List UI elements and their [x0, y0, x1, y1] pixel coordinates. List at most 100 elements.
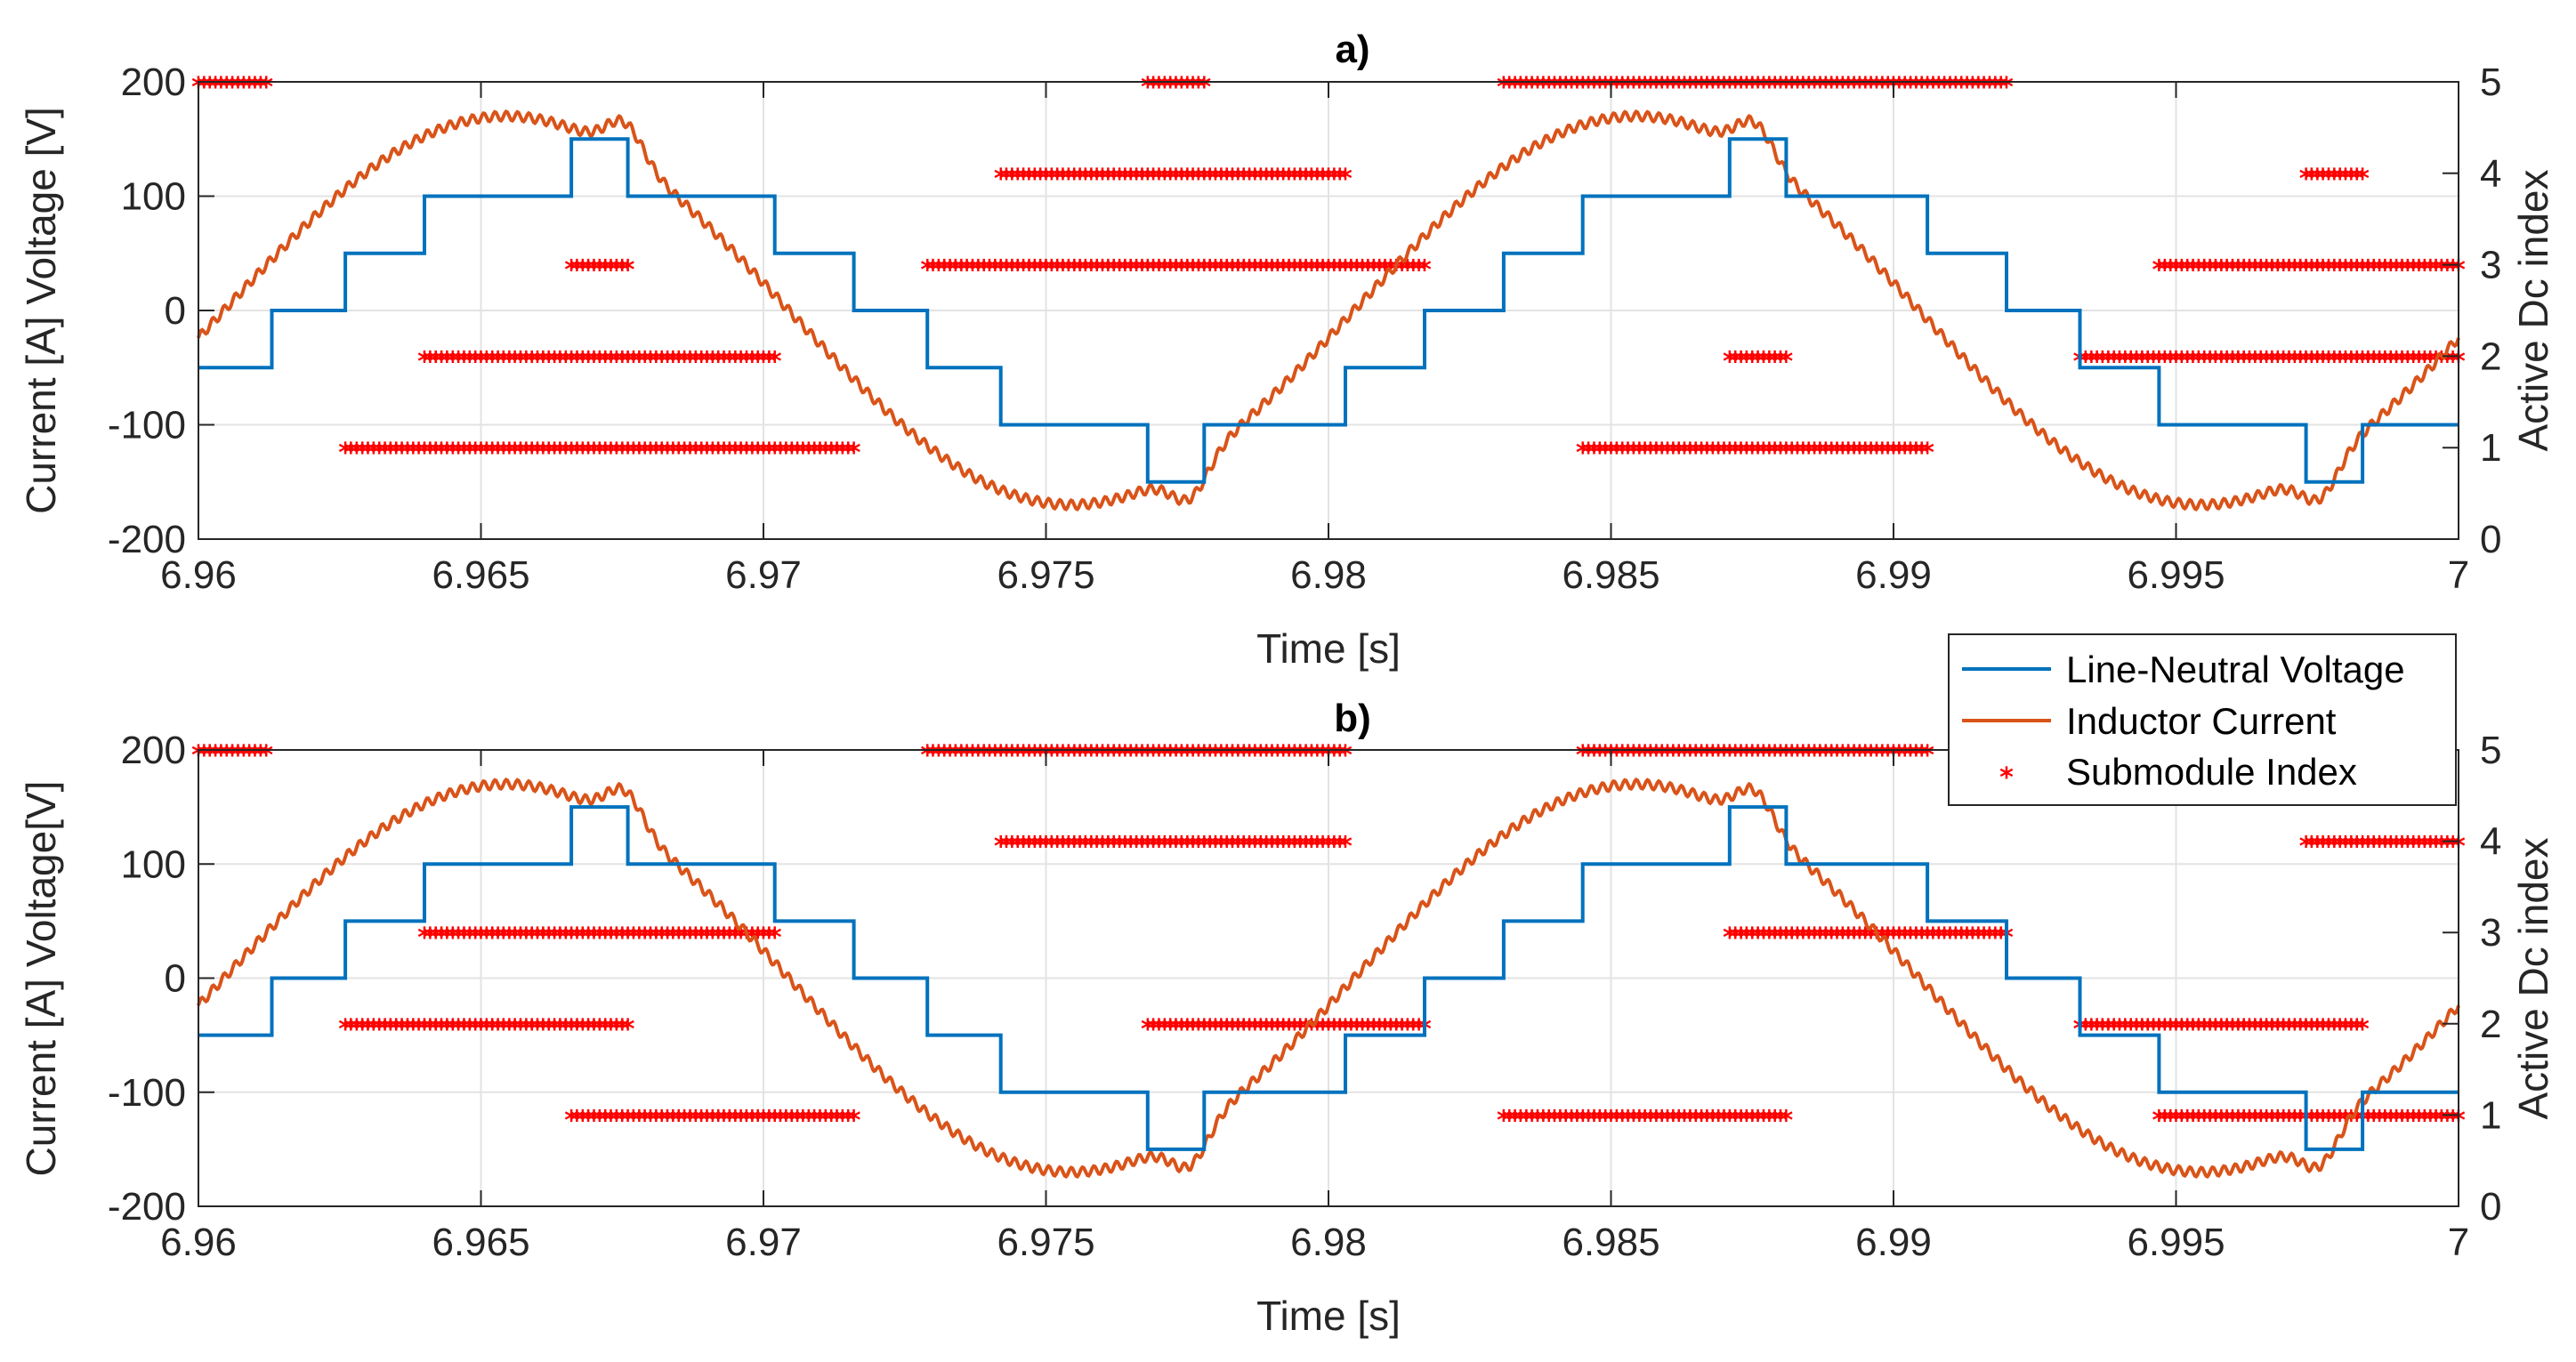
panel-b-index-marker: * — [1910, 923, 1924, 954]
panel-a-index-marker: * — [2209, 346, 2223, 377]
panel-b-index-marker: * — [1406, 1014, 1420, 1045]
panel-b-index-marker: * — [1333, 832, 1347, 863]
panel-b-index-marker: * — [604, 1105, 618, 1136]
panel-b-index-marker: * — [417, 1014, 432, 1045]
panel-b-index-marker: * — [1615, 740, 1629, 771]
panel-b-index-marker: * — [1903, 740, 1918, 771]
panel-a-index-marker: * — [1728, 438, 1742, 469]
panel-a-index-marker: * — [1740, 438, 1754, 469]
panel-b-index-marker: * — [542, 1014, 556, 1045]
panel-a-index-marker: * — [2265, 346, 2280, 377]
panel-b-index-marker: * — [1107, 740, 1121, 771]
panel-b-index-marker: * — [1141, 740, 1155, 771]
panel-a-index-marker: * — [943, 255, 957, 286]
panel-b-index-marker: * — [1259, 1014, 1273, 1045]
panel-b-index-marker: * — [1237, 1014, 1251, 1045]
panel-a-index-marker: * — [367, 438, 381, 469]
panel-a-index-marker: * — [2169, 255, 2184, 286]
panel-a-index-marker: * — [1062, 164, 1076, 195]
panel-b-index-marker: * — [1790, 740, 1805, 771]
panel-b-index-marker: * — [1768, 923, 1782, 954]
panel-b-index-marker: * — [350, 1014, 364, 1045]
panel-b-index-marker: * — [655, 1105, 669, 1136]
panel-a-index-marker: * — [638, 346, 652, 377]
panel-b-index-marker: * — [2316, 1105, 2330, 1136]
panel-b-index-marker: * — [1830, 923, 1845, 954]
panel-b-index-marker: * — [1135, 832, 1150, 863]
panel-a-index-marker: * — [570, 255, 585, 286]
panel-b-index-marker: * — [1333, 740, 1347, 771]
panel-b-index-marker: * — [1910, 740, 1924, 771]
panel-a-index-marker: * — [2299, 346, 2314, 377]
panel-a-index-marker: * — [1186, 164, 1200, 195]
panel-a-index-marker: * — [2440, 255, 2454, 286]
panel-a-index-marker: * — [1525, 72, 1539, 103]
panel-a-index-marker: * — [2344, 164, 2358, 195]
panel-a-index-marker: * — [1141, 255, 1155, 286]
panel-a-index-marker: * — [1745, 346, 1759, 377]
panel-a-index-marker: * — [2327, 346, 2341, 377]
panel-a-index-marker: * — [1655, 438, 1669, 469]
panel-a-index-marker: * — [994, 255, 1008, 286]
panel-b-index-marker: * — [593, 1105, 607, 1136]
panel-a-index-marker: * — [1191, 255, 1206, 286]
panel-a-x-tick-label-8: 7 — [2448, 553, 2469, 597]
panel-a-index-marker: * — [2288, 255, 2302, 286]
panel-a-index-marker: * — [2384, 255, 2398, 286]
panel-a-index-marker: * — [926, 255, 941, 286]
panel-b-index-marker: * — [2316, 1014, 2330, 1045]
panel-a-index-marker: * — [587, 438, 602, 469]
panel-a-index-marker: * — [1146, 164, 1160, 195]
panel-b-y-tick-label-right-5: 5 — [2480, 729, 2501, 772]
panel-b-index-marker: * — [2231, 1014, 2245, 1045]
panel-b-index-marker: * — [395, 1014, 409, 1045]
panel-a-index-marker: * — [2197, 346, 2211, 377]
panel-b-index-marker: * — [384, 1014, 398, 1045]
panel-b-index-marker: * — [1982, 923, 1997, 954]
panel-a-index-marker: * — [988, 255, 1002, 286]
panel-a-index-marker: * — [2158, 255, 2172, 286]
panel-a-index-marker: * — [1988, 72, 2002, 103]
panel-a-index-marker: * — [2401, 255, 2415, 286]
panel-a-index-marker: * — [660, 438, 674, 469]
panel-b-index-marker: * — [971, 740, 985, 771]
panel-a-index-marker: * — [1067, 255, 1081, 286]
panel-b-index-marker: * — [926, 740, 941, 771]
panel-b-index-marker: * — [2180, 1014, 2194, 1045]
panel-a-index-marker: * — [1638, 72, 1652, 103]
panel-a-index-marker: * — [1180, 164, 1194, 195]
panel-a-index-marker: * — [610, 346, 624, 377]
panel-a-index-marker: * — [717, 438, 731, 469]
panel-b-index-marker: * — [2333, 832, 2347, 863]
panel-b-index-marker: * — [1706, 1105, 1720, 1136]
panel-a-index-marker: * — [813, 438, 828, 469]
panel-a-index-marker: * — [1853, 438, 1867, 469]
panel-a-index-marker: * — [2175, 255, 2189, 286]
panel-a-index-marker: * — [807, 438, 821, 469]
panel-a-index-marker: * — [2322, 346, 2336, 377]
panel-b-index-marker: * — [1615, 1105, 1629, 1136]
panel-b-index-marker: * — [2192, 1014, 2206, 1045]
panel-a-index-marker: * — [711, 346, 725, 377]
panel-b-index-marker: * — [1129, 832, 1143, 863]
panel-b-index-marker: * — [1898, 923, 1912, 954]
panel-a-index-marker: * — [1660, 438, 1675, 469]
panel-a-index-marker: * — [1129, 255, 1143, 286]
panel-a-index-marker: * — [2418, 346, 2432, 377]
panel-a-x-tick-label-6: 6.99 — [1855, 553, 1932, 597]
panel-a-index-marker: * — [553, 346, 568, 377]
panel-b-index-marker: * — [537, 923, 551, 954]
panel-a-index-marker: * — [2163, 346, 2177, 377]
panel-a-index-marker: * — [677, 346, 691, 377]
panel-b-index-marker: * — [1655, 1105, 1669, 1136]
panel-b-index-marker: * — [2344, 832, 2358, 863]
panel-b-index-marker: * — [1271, 1014, 1285, 1045]
panel-a-index-marker: * — [1554, 72, 1568, 103]
panel-b-index-marker: * — [943, 740, 957, 771]
panel-a-index-marker: * — [429, 346, 443, 377]
panel-b-index-marker: * — [2440, 1105, 2454, 1136]
panel-b-index-marker: * — [1728, 1105, 1742, 1136]
panel-a-index-marker: * — [2146, 346, 2160, 377]
panel-a-index-marker: * — [1615, 438, 1629, 469]
